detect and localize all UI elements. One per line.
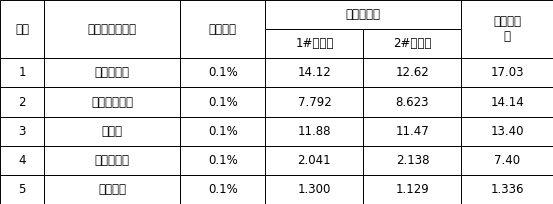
Text: 12.62: 12.62 [395, 66, 429, 79]
Text: 添加部位或样品: 添加部位或样品 [88, 23, 137, 36]
Text: 0.1%: 0.1% [208, 183, 238, 196]
Bar [44, 58, 180, 88]
Text: 1#控制剂: 1#控制剂 [295, 37, 333, 50]
Bar [265, 175, 363, 204]
Bar [180, 0, 265, 58]
Bar [461, 175, 553, 204]
Text: 荧光强度値: 荧光强度値 [346, 8, 381, 21]
Text: 网下白水: 网下白水 [98, 183, 126, 196]
Bar [461, 116, 553, 146]
Bar [0, 88, 44, 116]
Text: 0.1%: 0.1% [208, 125, 238, 138]
Bar [265, 58, 363, 88]
Bar [180, 116, 265, 146]
Text: 1.300: 1.300 [298, 183, 331, 196]
Bar [265, 146, 363, 175]
Text: 14.12: 14.12 [298, 66, 331, 79]
Text: 14.14: 14.14 [491, 95, 524, 109]
Text: 17.03: 17.03 [491, 66, 524, 79]
Bar [0, 116, 44, 146]
Bar [180, 146, 265, 175]
Bar [363, 88, 461, 116]
Text: 成品浆滤水: 成品浆滤水 [95, 154, 130, 167]
Bar [180, 175, 265, 204]
Bar [44, 0, 180, 58]
Bar [265, 0, 461, 29]
Bar [44, 88, 180, 116]
Bar [0, 146, 44, 175]
Text: 1.129: 1.129 [395, 183, 429, 196]
Bar [265, 29, 363, 58]
Bar [363, 146, 461, 175]
Text: 4: 4 [18, 154, 26, 167]
Text: 原样荧光
値: 原样荧光 値 [493, 15, 521, 43]
Text: 7.40: 7.40 [494, 154, 520, 167]
Text: 5: 5 [18, 183, 26, 196]
Text: 1.336: 1.336 [491, 183, 524, 196]
Bar [461, 58, 553, 88]
Text: 7.792: 7.792 [298, 95, 331, 109]
Bar [0, 0, 44, 58]
Bar [0, 58, 44, 88]
Text: 0.1%: 0.1% [208, 66, 238, 79]
Text: 2.041: 2.041 [298, 154, 331, 167]
Text: 分散后浆柱: 分散后浆柱 [95, 66, 130, 79]
Bar [44, 175, 180, 204]
Bar [363, 175, 461, 204]
Bar [44, 146, 180, 175]
Text: 成品浆: 成品浆 [102, 125, 123, 138]
Bar [461, 88, 553, 116]
Bar [363, 58, 461, 88]
Text: 3: 3 [18, 125, 26, 138]
Text: 2: 2 [18, 95, 26, 109]
Bar [265, 116, 363, 146]
Text: 2.138: 2.138 [395, 154, 429, 167]
Bar [461, 146, 553, 175]
Text: 1: 1 [18, 66, 26, 79]
Text: 2#控制剂: 2#控制剂 [393, 37, 431, 50]
Bar [265, 88, 363, 116]
Text: 11.47: 11.47 [395, 125, 429, 138]
Bar [180, 58, 265, 88]
Text: 0.1%: 0.1% [208, 95, 238, 109]
Bar [363, 116, 461, 146]
Text: 样品浓度: 样品浓度 [209, 23, 237, 36]
Text: 8.623: 8.623 [395, 95, 429, 109]
Text: 序号: 序号 [15, 23, 29, 36]
Bar [461, 0, 553, 58]
Text: 13.40: 13.40 [491, 125, 524, 138]
Bar [363, 29, 461, 58]
Text: 浮选处理后浆: 浮选处理后浆 [91, 95, 133, 109]
Text: 11.88: 11.88 [298, 125, 331, 138]
Bar [180, 88, 265, 116]
Bar [44, 116, 180, 146]
Text: 0.1%: 0.1% [208, 154, 238, 167]
Bar [0, 175, 44, 204]
